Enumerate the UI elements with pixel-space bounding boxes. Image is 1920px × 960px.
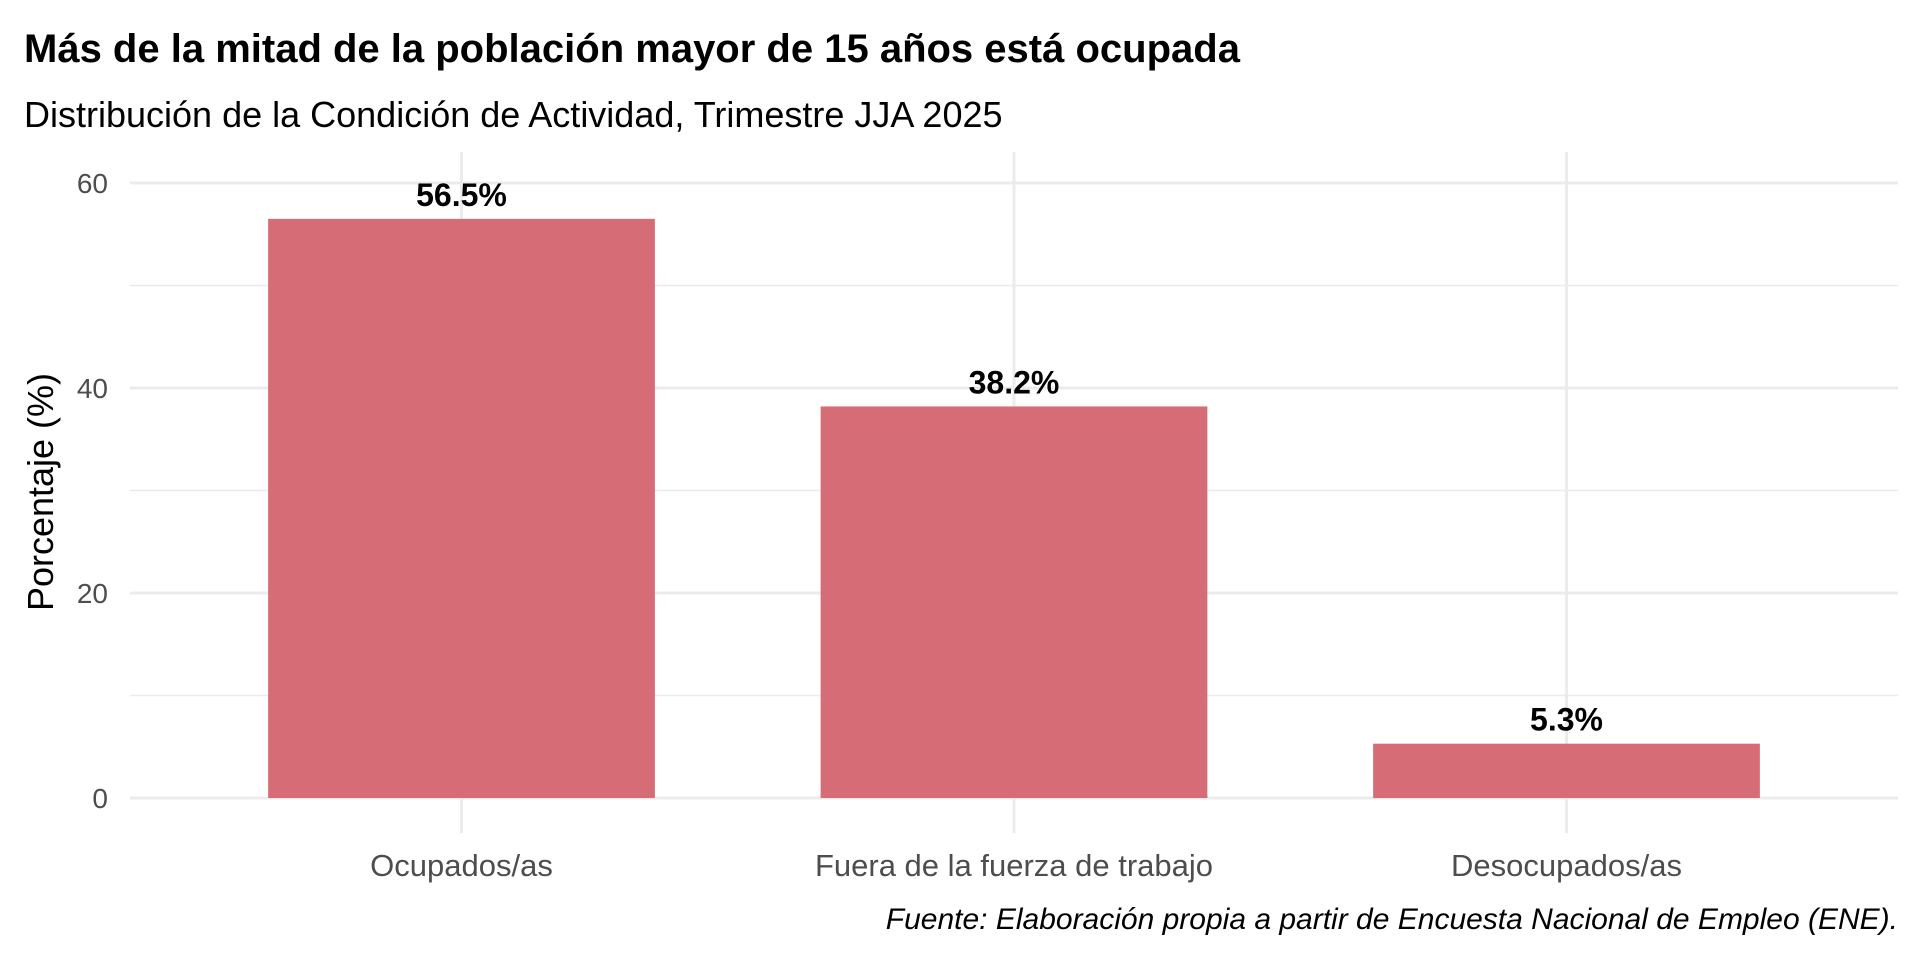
x-tick-label: Fuera de la fuerza de trabajo bbox=[815, 848, 1213, 883]
bar-value-label: 5.3% bbox=[1530, 702, 1603, 738]
bar bbox=[820, 406, 1208, 798]
x-tick-label: Ocupados/as bbox=[370, 848, 553, 883]
bar bbox=[268, 218, 655, 798]
bar-value-label: 38.2% bbox=[969, 364, 1060, 400]
chart-title: Más de la mitad de la población mayor de… bbox=[24, 27, 1241, 71]
y-tick-label: 40 bbox=[77, 373, 108, 404]
bar bbox=[1373, 743, 1760, 798]
chart-caption: Fuente: Elaboración propia a partir de E… bbox=[886, 903, 1898, 936]
y-tick-label: 20 bbox=[77, 578, 108, 609]
bar-value-label: 56.5% bbox=[416, 177, 507, 213]
x-tick-label: Desocupados/as bbox=[1451, 848, 1682, 883]
y-tick-label: 60 bbox=[77, 168, 108, 199]
bar-labels: 56.5% 38.2% 5.3% bbox=[416, 177, 1603, 738]
x-axis-ticks: Ocupados/as Fuera de la fuerza de trabajo… bbox=[370, 848, 1682, 883]
chart-subtitle: Distribución de la Condición de Activida… bbox=[24, 94, 1003, 135]
y-axis-title: Porcentaje (%) bbox=[20, 373, 61, 611]
y-tick-label: 0 bbox=[92, 783, 108, 814]
y-axis-ticks: 0 20 40 60 bbox=[77, 168, 108, 814]
bars bbox=[268, 218, 1760, 798]
